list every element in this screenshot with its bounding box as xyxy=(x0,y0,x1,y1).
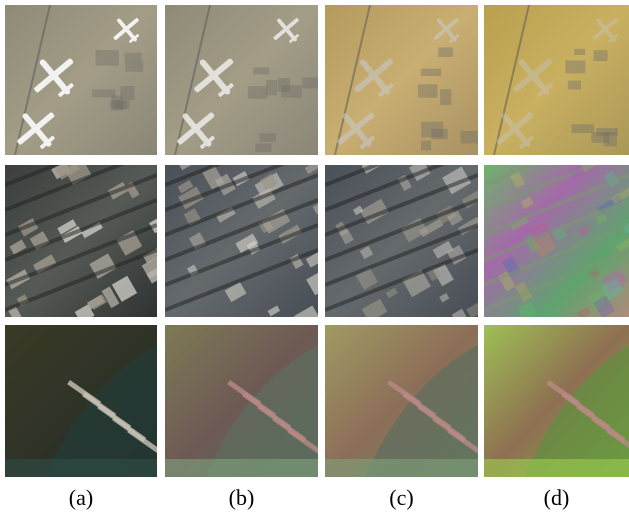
caption: (c) xyxy=(389,485,413,510)
image-tile xyxy=(325,5,481,161)
image-tile xyxy=(5,325,161,477)
ground-patch xyxy=(565,60,585,73)
ground-patch xyxy=(125,61,143,72)
image-tile xyxy=(484,325,629,477)
ground-patch xyxy=(421,141,431,151)
caption: (d) xyxy=(544,485,570,510)
image-tile xyxy=(325,325,481,477)
ground-patch xyxy=(461,131,481,143)
ground-patch xyxy=(421,69,441,76)
ground-patch xyxy=(421,122,443,138)
ground-patch xyxy=(96,50,119,66)
ground-patch xyxy=(574,49,585,55)
caption: (a) xyxy=(69,485,93,510)
image-tile xyxy=(5,5,157,161)
ground-patch xyxy=(568,81,581,90)
ground-patch xyxy=(440,89,451,105)
image-tile xyxy=(165,125,329,328)
ground-patch xyxy=(596,128,618,135)
ground-patch xyxy=(248,86,268,98)
water-edge xyxy=(484,459,629,477)
caption: (b) xyxy=(229,485,255,510)
figure: (a) (b) (c) (d) xyxy=(0,0,629,519)
water-edge xyxy=(165,459,318,477)
image-tile xyxy=(165,5,318,161)
ground-patch xyxy=(302,77,318,88)
water-edge xyxy=(5,459,157,477)
image-tile xyxy=(484,5,629,161)
ground-patch xyxy=(281,85,302,98)
ground-patch xyxy=(124,53,141,61)
ground-patch xyxy=(418,84,438,97)
ground-patch xyxy=(255,144,271,152)
ground-patch xyxy=(92,89,115,97)
ground-patch xyxy=(594,50,608,61)
image-tile xyxy=(165,325,321,477)
water-edge xyxy=(325,459,478,477)
ground-patch xyxy=(572,124,595,133)
ground-patch xyxy=(110,100,129,109)
page: {"captions": ["(a)", "(b)", "(c)", "(d)"… xyxy=(0,0,629,519)
ground-patch xyxy=(120,86,134,100)
ground-patch xyxy=(438,47,453,57)
ground-patch xyxy=(253,67,269,74)
ground-patch xyxy=(259,133,276,141)
ground-patch xyxy=(266,80,277,95)
